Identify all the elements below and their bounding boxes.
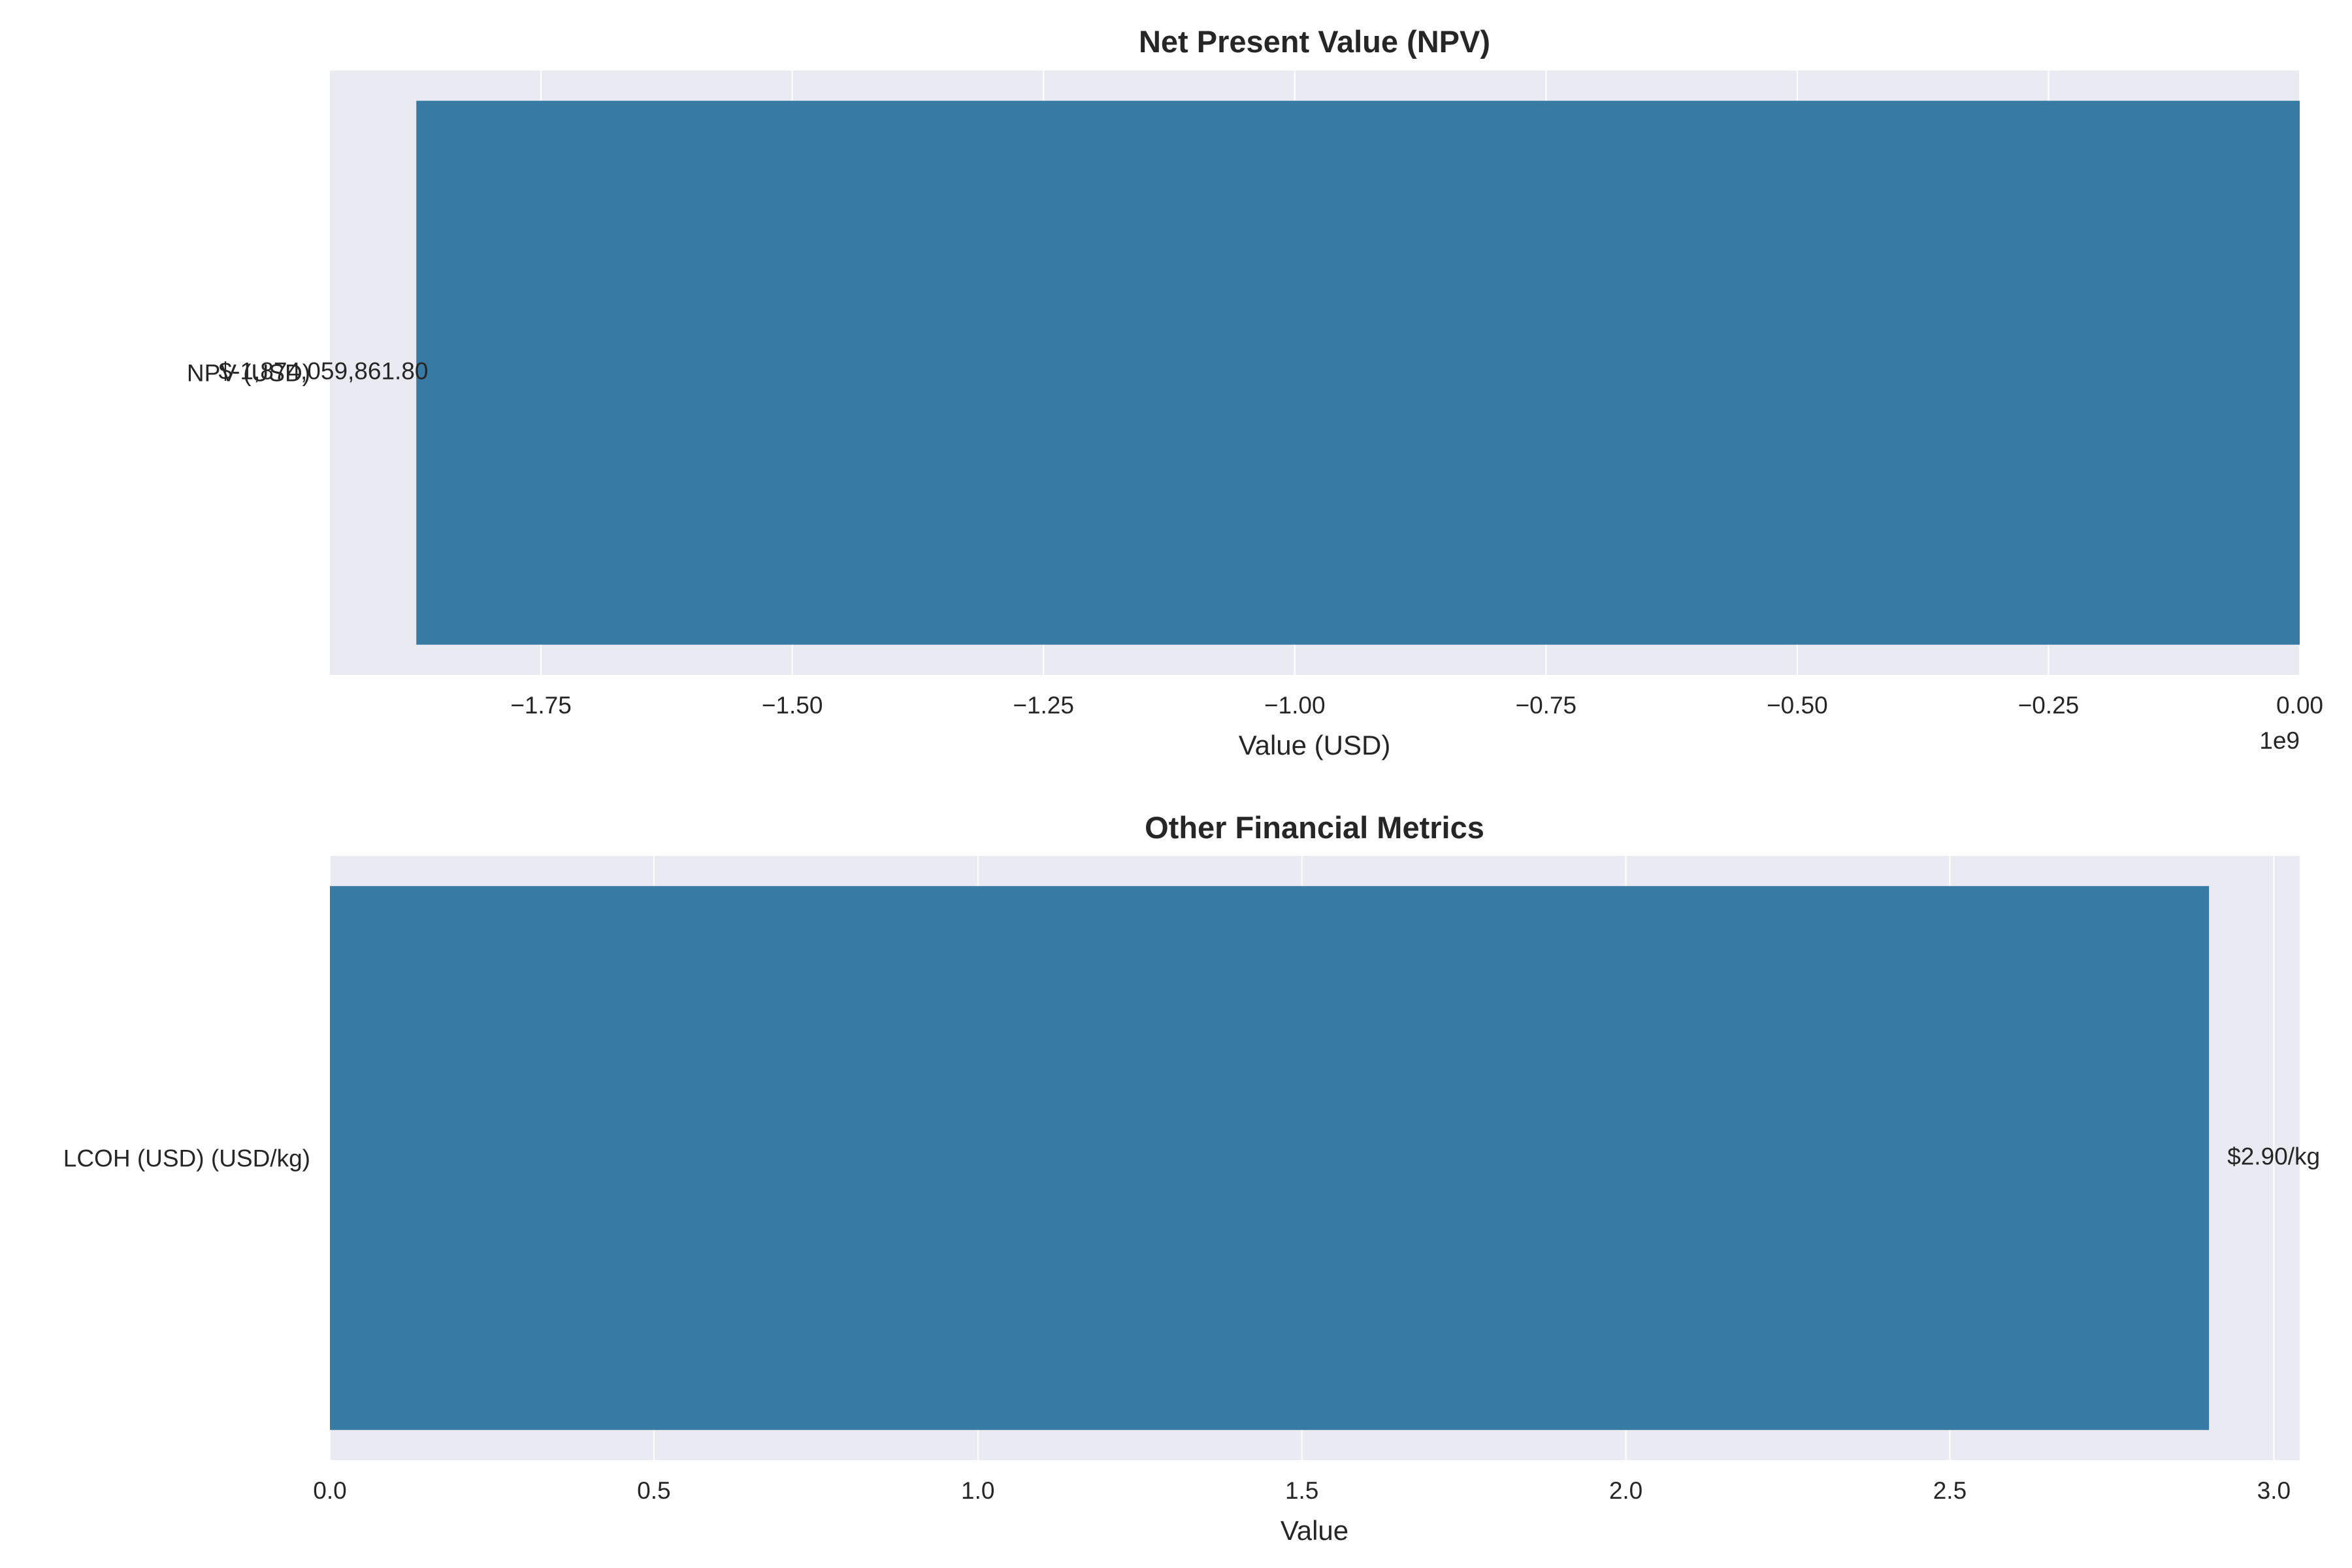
npv-x-tick-label: 0.00 xyxy=(2276,692,2323,719)
other-metrics-x-tick-label: 1.5 xyxy=(1285,1477,1318,1504)
npv-x-axis-label: Value (USD) xyxy=(1239,730,1391,760)
npv-x-scale-offset: 1e9 xyxy=(2259,727,2300,754)
other-metrics-x-tick-label: 3.0 xyxy=(2257,1477,2291,1504)
npv-bars xyxy=(416,101,2300,645)
npv-x-ticks: −1.75 −1.50 −1.25 −1.00 −0.75 −0.50 −0.25 0.00 xyxy=(510,692,2323,719)
other-metrics-x-tick-label: 1.0 xyxy=(961,1477,994,1504)
other-metrics-x-tick-label: 2.5 xyxy=(1933,1477,1967,1504)
npv-x-tick-label: −0.75 xyxy=(1515,692,1576,719)
other-metrics-chart-title: Other Financial Metrics xyxy=(1145,810,1484,845)
other-metrics-y-tick-label: LCOH (USD) (USD/kg) xyxy=(63,1145,310,1172)
other-metrics-y-ticks: LCOH (USD) (USD/kg) xyxy=(63,1145,310,1172)
other-metrics-data-label: $2.90/kg xyxy=(2227,1143,2320,1170)
other-metrics-x-axis-label: Value xyxy=(1281,1515,1348,1546)
npv-x-tick-label: −0.50 xyxy=(1767,692,1828,719)
npv-y-ticks: NPV (USD) xyxy=(187,360,310,387)
other-metrics-bar xyxy=(330,886,2210,1430)
other-metrics-x-ticks: 0.0 0.5 1.0 1.5 2.0 2.5 3.0 xyxy=(313,1477,2291,1504)
npv-data-labels: $-1,874,059,861.80 xyxy=(219,358,429,385)
npv-x-tick-label: −1.75 xyxy=(510,692,572,719)
npv-panel: Net Present Value (NPV) −1.75 −1.50 −1.25−… xyxy=(187,24,2323,760)
other-metrics-panel: Other Financial Metrics 0.0 0.5 1.0 1.5 2.0 2… xyxy=(63,810,2320,1546)
npv-bar xyxy=(416,101,2300,645)
other-metrics-x-tick-label: 0.5 xyxy=(637,1477,670,1504)
npv-x-tick-label: −1.50 xyxy=(762,692,823,719)
other-metrics-x-tick-label: 2.0 xyxy=(1609,1477,1642,1504)
other-metrics-bars xyxy=(330,886,2210,1430)
npv-chart-title: Net Present Value (NPV) xyxy=(1139,24,1490,59)
other-metrics-x-tick-label: 0.0 xyxy=(313,1477,346,1504)
npv-data-label: $-1,874,059,861.80 xyxy=(219,358,429,385)
other-metrics-data-labels: $2.90/kg xyxy=(2227,1143,2320,1170)
npv-y-tick-label: NPV (USD) xyxy=(187,360,310,387)
npv-x-tick-label: −1.00 xyxy=(1264,692,1326,719)
npv-x-tick-label: −0.25 xyxy=(2018,692,2080,719)
npv-x-tick-label: −1.25 xyxy=(1013,692,1074,719)
